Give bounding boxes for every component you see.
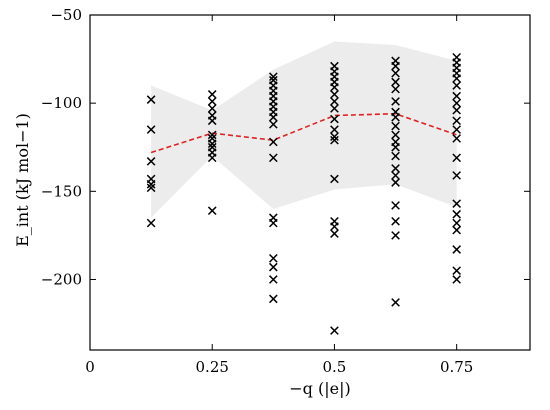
data-point bbox=[452, 209, 461, 219]
data-point bbox=[207, 130, 217, 140]
data-point bbox=[269, 112, 278, 122]
data-point bbox=[330, 222, 339, 231]
ticks: 0 0.25 0.5 0.75 −200 −150 −100 −50 bbox=[41, 6, 530, 376]
data-point bbox=[452, 134, 461, 143]
data-point bbox=[391, 231, 400, 240]
y-axis-label-group: E_int (kJ mol−1) bbox=[13, 113, 32, 247]
data-point bbox=[452, 245, 461, 254]
data-point bbox=[330, 229, 339, 238]
data-point bbox=[391, 77, 400, 87]
data-point bbox=[207, 153, 217, 163]
data-point bbox=[330, 174, 339, 184]
data-point bbox=[330, 125, 339, 134]
data-point bbox=[330, 90, 339, 99]
data-point bbox=[269, 72, 278, 82]
data-point bbox=[391, 201, 400, 210]
y-tick-label: −100 bbox=[41, 94, 82, 112]
data-point bbox=[452, 125, 461, 134]
y-axis-label: E_int (kJ mol−1) bbox=[13, 113, 32, 247]
data-point bbox=[452, 153, 461, 163]
data-point bbox=[207, 139, 217, 149]
data-point bbox=[207, 116, 217, 126]
data-point bbox=[146, 95, 156, 104]
data-point bbox=[269, 137, 278, 147]
x-tick-label: 0.25 bbox=[196, 358, 229, 376]
x-tick-label: 0 bbox=[85, 358, 95, 376]
data-point bbox=[452, 74, 461, 83]
y-tick-label: −200 bbox=[41, 270, 82, 288]
data-point bbox=[146, 183, 156, 193]
data-point bbox=[391, 121, 400, 131]
data-point bbox=[391, 61, 400, 71]
data-point bbox=[391, 68, 400, 78]
band-area bbox=[151, 41, 457, 218]
data-point bbox=[452, 218, 461, 228]
data-point bbox=[269, 275, 278, 284]
data-point bbox=[207, 104, 217, 113]
data-point bbox=[391, 178, 400, 187]
points-layer bbox=[146, 52, 461, 335]
y-tick-label: −150 bbox=[41, 182, 82, 200]
data-point bbox=[330, 132, 339, 141]
data-point bbox=[452, 98, 461, 108]
data-point bbox=[391, 84, 400, 94]
data-point bbox=[391, 112, 400, 122]
x-axis-label: −q (|e|) bbox=[289, 379, 350, 398]
data-point bbox=[391, 171, 400, 180]
data-point bbox=[269, 294, 278, 304]
data-point bbox=[452, 266, 461, 275]
data-point bbox=[391, 298, 400, 307]
data-point bbox=[207, 90, 217, 99]
data-point bbox=[452, 171, 461, 180]
data-point bbox=[452, 116, 461, 126]
data-point bbox=[146, 179, 156, 189]
y-tick-label: −50 bbox=[50, 6, 82, 24]
data-point bbox=[391, 97, 400, 106]
data-point bbox=[207, 206, 217, 216]
x-tick-label: 0.5 bbox=[323, 358, 347, 376]
data-point bbox=[391, 216, 400, 226]
data-point bbox=[391, 164, 400, 173]
data-point bbox=[391, 130, 400, 140]
data-point bbox=[391, 151, 400, 161]
axes bbox=[89, 14, 531, 351]
data-point bbox=[452, 81, 461, 90]
data-point bbox=[269, 153, 278, 163]
confidence-band bbox=[151, 41, 457, 218]
data-point bbox=[207, 97, 217, 106]
plot-frame bbox=[89, 14, 531, 351]
data-point bbox=[330, 104, 339, 113]
data-point bbox=[269, 262, 278, 272]
x-tick-label: 0.75 bbox=[440, 358, 473, 376]
data-point bbox=[452, 105, 461, 115]
data-point bbox=[330, 97, 339, 106]
data-point bbox=[330, 82, 339, 92]
data-point bbox=[330, 326, 339, 335]
data-point bbox=[452, 199, 461, 208]
data-point bbox=[269, 119, 278, 129]
data-point bbox=[146, 218, 156, 228]
data-point bbox=[146, 125, 156, 134]
data-point bbox=[452, 225, 461, 235]
data-point bbox=[269, 253, 278, 263]
data-point bbox=[146, 157, 156, 166]
data-point bbox=[330, 135, 339, 145]
data-point bbox=[452, 275, 461, 284]
data-point bbox=[391, 142, 400, 152]
data-point bbox=[269, 218, 278, 228]
data-point bbox=[330, 114, 339, 124]
data-point bbox=[452, 91, 461, 101]
